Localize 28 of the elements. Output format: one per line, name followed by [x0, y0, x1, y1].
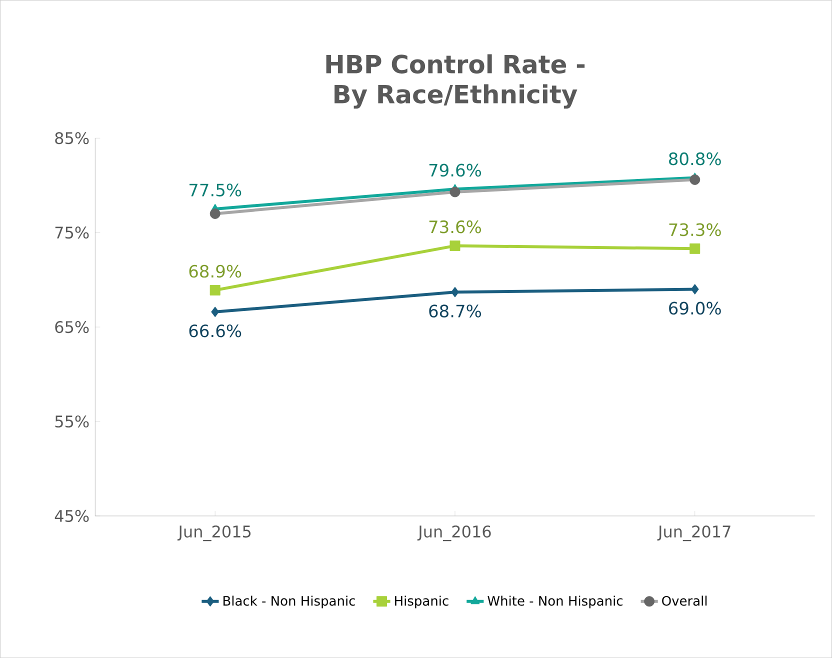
y-tick-label: 85% [55, 132, 89, 144]
legend-label: White - Non Hispanic [488, 596, 623, 608]
x-tick-label: Jun_2017 [657, 525, 730, 542]
legend-label: Black - Non Hispanic [224, 596, 355, 608]
data-label: 73.3% [669, 223, 721, 236]
legend-label: Hispanic [395, 596, 448, 608]
point [690, 284, 699, 294]
data-label: 68.7% [429, 304, 482, 318]
point [211, 306, 220, 318]
data-label: 68.9% [189, 264, 242, 278]
chart-title: HBP Control Rate - By Race/Ethnicity [326, 54, 585, 109]
data-label: 69.0% [669, 302, 721, 315]
point [690, 243, 700, 254]
x-tick-label: Jun_2015 [177, 525, 251, 542]
data-label: 73.6% [429, 220, 482, 234]
x-tick-label: Jun_2016 [417, 525, 491, 542]
data-label: 77.5% [190, 184, 242, 196]
point [210, 284, 220, 296]
y-tick-label: 55% [55, 415, 89, 428]
y-tick-label: 45% [54, 510, 89, 522]
point [450, 286, 459, 298]
y-tick-label: 65% [55, 320, 89, 334]
legend-label: Overall [662, 596, 707, 606]
data-label: 79.6% [429, 164, 482, 177]
data-label: 80.8% [669, 152, 721, 166]
data-label: 66.6% [189, 324, 242, 338]
y-tick-label: 75% [55, 226, 89, 239]
point [450, 240, 460, 252]
